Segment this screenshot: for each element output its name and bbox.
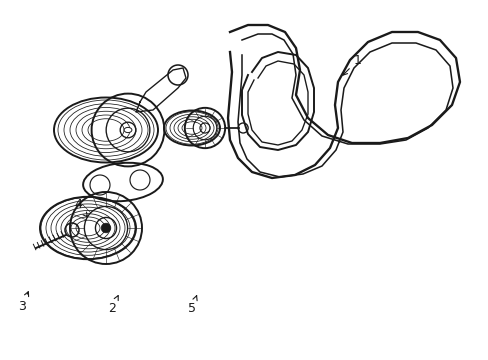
Text: 2: 2 <box>108 296 118 315</box>
Text: 1: 1 <box>342 54 361 75</box>
Ellipse shape <box>124 127 132 132</box>
Text: 4: 4 <box>74 198 87 217</box>
Circle shape <box>101 223 111 233</box>
Text: 5: 5 <box>187 296 197 315</box>
Text: 3: 3 <box>18 292 28 312</box>
